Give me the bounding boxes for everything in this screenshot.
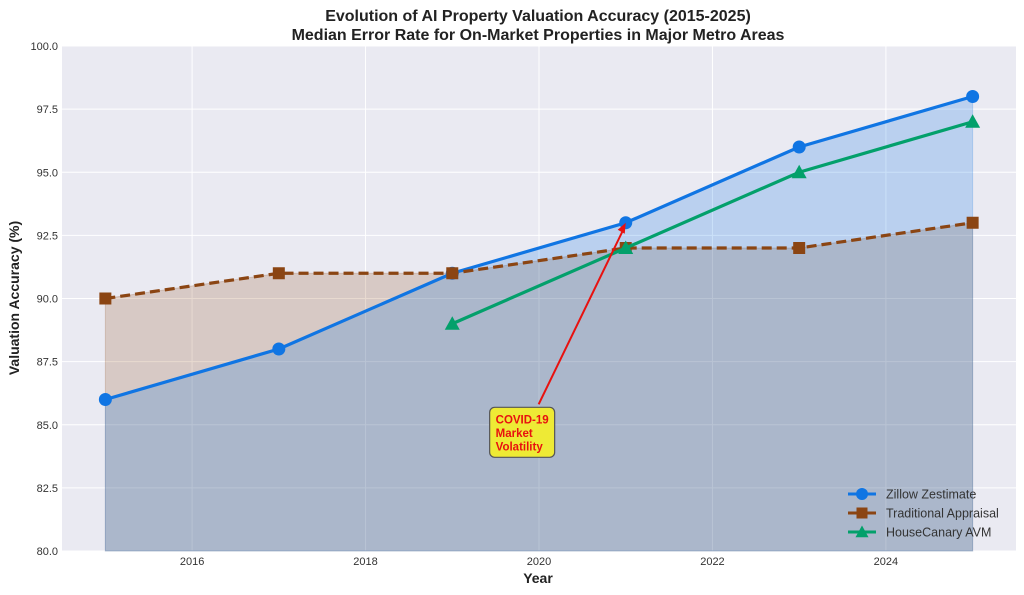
data-point-traditional-appraisal [99,292,112,305]
y-tick-label: 95.0 [37,167,58,179]
legend-marker [856,507,868,519]
y-tick-label: 85.0 [37,420,58,432]
x-tick-label: 2018 [353,556,377,568]
legend-label: Zillow Zestimate [886,488,976,502]
x-tick-label: 2016 [180,556,204,568]
legend-label: Traditional Appraisal [886,507,999,521]
data-point-traditional-appraisal [272,267,285,280]
data-point-housecanary-avm [965,114,981,128]
y-tick-label: 90.0 [37,294,58,306]
annotation-text: COVID-19 [496,414,549,426]
y-tick-label: 80.0 [37,546,58,558]
data-point-housecanary-avm [791,164,807,179]
data-point-traditional-appraisal [966,216,979,229]
data-point-traditional-appraisal [446,267,459,280]
data-point-zillow-zestimate [272,342,286,356]
legend-marker [856,488,868,500]
y-tick-label: 97.5 [37,104,58,116]
x-axis-label: Year [523,570,553,586]
y-tick-label: 82.5 [37,483,58,495]
annotation-arrowhead [617,222,626,234]
data-point-zillow-zestimate [966,90,980,103]
chart-title: Evolution of AI Property Valuation Accur… [325,8,751,25]
data-point-housecanary-avm [618,240,634,254]
y-tick-label: 87.5 [37,357,58,369]
annotation-text: Volatility [496,441,544,453]
legend-label: HouseCanary AVM [886,526,991,540]
legend-marker [855,525,869,538]
x-tick-label: 2020 [527,556,551,568]
x-tick-label: 2024 [874,556,898,568]
annotation-arrow [537,228,625,405]
data-point-zillow-zestimate [792,140,806,154]
annotation-box [489,406,556,458]
series-line-housecanary-avm [451,120,974,326]
x-tick-label: 2022 [700,556,724,568]
y-tick-label: 100.0 [30,41,58,53]
y-axis-label: Valuation Accuracy (%) [6,221,22,375]
chart-subtitle: Median Error Rate for On-Market Properti… [292,27,785,44]
data-point-zillow-zestimate [98,393,112,406]
series-line-traditional-appraisal [105,221,973,301]
series-line-zillow-zestimate [104,94,974,402]
data-point-traditional-appraisal [793,242,806,254]
data-point-housecanary-avm [444,316,460,330]
y-tick-label: 92.5 [37,230,58,242]
annotation-text: Market [496,428,533,440]
